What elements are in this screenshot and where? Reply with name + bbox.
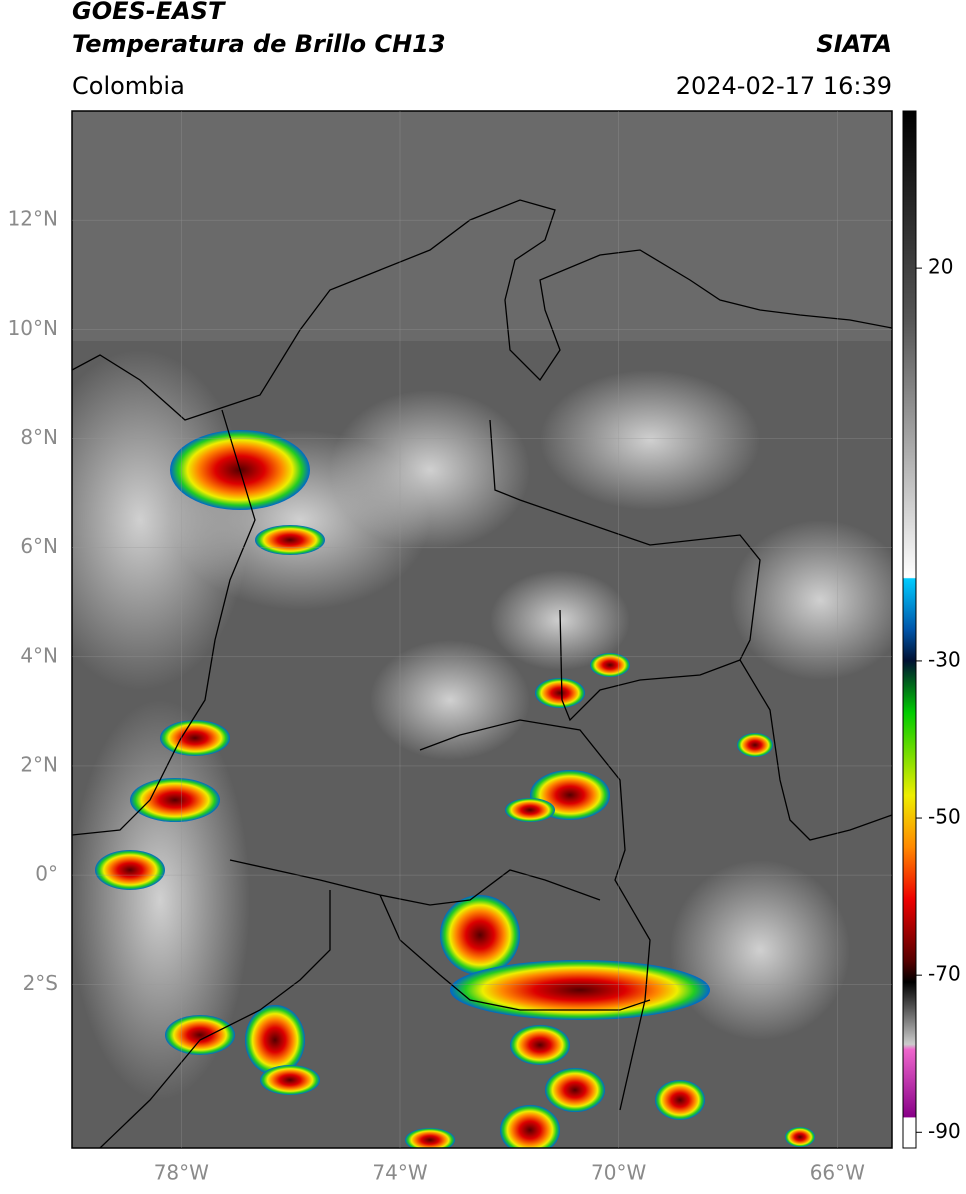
datetime: 2024-02-17 16:39 bbox=[676, 72, 892, 100]
colorbar-label: -90 bbox=[928, 1119, 961, 1143]
colorbar-label: -30 bbox=[928, 647, 961, 671]
lon-label: 74°W bbox=[372, 1161, 427, 1185]
colorbar-label: -50 bbox=[928, 805, 961, 829]
colorbar bbox=[902, 110, 917, 1149]
region: Colombia bbox=[72, 72, 185, 100]
lat-label: 12°N bbox=[8, 207, 58, 231]
source: SIATA bbox=[816, 30, 892, 58]
map-frame bbox=[71, 110, 893, 1149]
lat-label: 2°N bbox=[20, 752, 58, 776]
imagery bbox=[72, 111, 892, 1148]
lat-label: 6°N bbox=[20, 534, 58, 558]
lat-label: 10°N bbox=[8, 316, 58, 340]
product: Temperatura de Brillo CH13 bbox=[72, 30, 446, 58]
lon-label: 78°W bbox=[154, 1161, 209, 1185]
lat-label: 4°N bbox=[20, 643, 58, 667]
satellite: GOES-EAST bbox=[72, 0, 226, 25]
lat-label: 0° bbox=[35, 862, 58, 886]
lat-label: 8°N bbox=[20, 425, 58, 449]
colorbar-label: -70 bbox=[928, 962, 961, 986]
lon-label: 70°W bbox=[591, 1161, 646, 1185]
lat-label: 2°S bbox=[23, 971, 58, 995]
lon-label: 66°W bbox=[810, 1161, 865, 1185]
colorbar-label: 20 bbox=[928, 255, 953, 279]
